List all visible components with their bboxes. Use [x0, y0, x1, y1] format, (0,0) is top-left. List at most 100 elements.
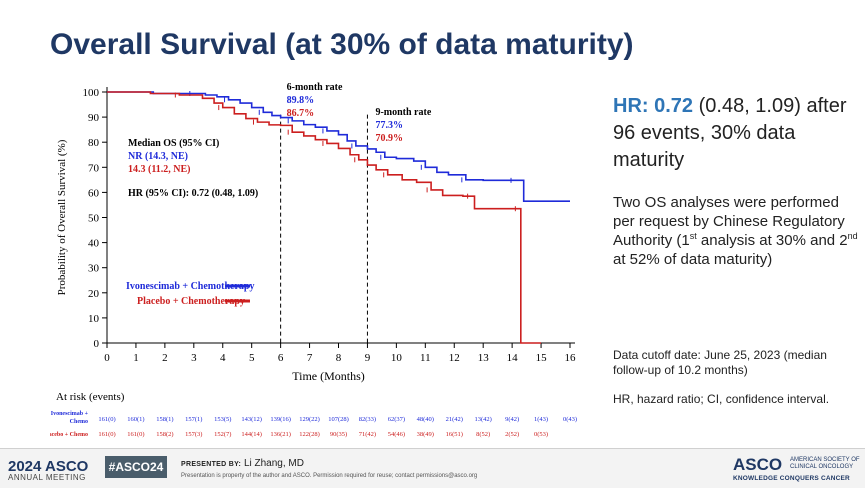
y-axis-title: Probability of Overall Survival (%): [56, 139, 68, 295]
at-risk-value: 9(42): [505, 416, 519, 423]
slide-title: Overall Survival (at 30% of data maturit…: [50, 28, 634, 61]
y-tick-label: 40: [88, 238, 100, 250]
median-ivonescimab: NR (14.3, NE): [128, 151, 188, 162]
at-risk-value: 153(5): [214, 416, 231, 423]
x-tick-label: 14: [507, 352, 519, 364]
at-risk-value: 161(0): [127, 431, 144, 438]
at-risk-value: 21(42): [446, 416, 463, 423]
at-risk-value: 161(0): [98, 416, 115, 423]
x-axis-title: Time (Months): [292, 369, 365, 383]
x-tick-label: 6: [278, 352, 284, 364]
rate-value-ivonescimab: 77.3%: [375, 120, 403, 131]
at-risk-value: 107(28): [328, 416, 349, 423]
at-risk-value: 48(40): [417, 416, 434, 423]
x-tick-label: 4: [220, 352, 226, 364]
at-risk-value: 136(21): [270, 431, 291, 438]
y-tick-label: 70: [88, 162, 100, 174]
at-risk-value: 161(0): [98, 431, 115, 438]
footer-divider: [0, 448, 865, 449]
rate-value-placebo: 70.9%: [375, 133, 403, 144]
x-tick-label: 3: [191, 352, 197, 364]
at-risk-row-label: Placebo + Chemo: [50, 432, 88, 438]
y-tick-label: 80: [88, 137, 100, 149]
at-risk-value: 13(42): [475, 416, 492, 423]
at-risk-value: 82(33): [359, 416, 376, 423]
abbreviation-note: HR, hazard ratio; CI, confidence interva…: [613, 392, 830, 406]
hr-value: 0.72: [654, 95, 694, 117]
at-risk-value: 38(49): [417, 431, 434, 438]
at-risk-value: 158(1): [156, 416, 173, 423]
hr-ci: (0.48, 1.09): [698, 95, 801, 117]
km-plot-panel: 0 10 20 30 40 50 60 70 80 90 100 0 1 2 3 4 5 6 7 8 9 10 11 12 13…: [50, 75, 610, 443]
at-risk-value: 90(35): [330, 431, 347, 438]
rate-value-ivonescimab: 89.8%: [287, 95, 315, 106]
y-tick-label: 100: [83, 87, 100, 99]
asco-logo: ASCO: [733, 455, 783, 474]
at-risk-value: 62(37): [388, 416, 405, 423]
asco-subtitle: AMERICAN SOCIETY OF CLINICAL ONCOLOGY: [790, 457, 860, 470]
median-header: Median OS (95% CI): [128, 138, 219, 149]
at-risk-value: 143(12): [241, 416, 262, 423]
y-tick-label: 90: [88, 112, 100, 124]
x-tick-label: 8: [336, 352, 342, 364]
rate-value-placebo: 86.7%: [287, 108, 315, 119]
legend-label-ivonescimab: Ivonescimab + Chemotherapy: [126, 281, 254, 292]
hr-annotation: HR (95% CI): 0.72 (0.48, 1.09): [128, 188, 258, 199]
median-placebo: 14.3 (11.2, NE): [128, 164, 191, 175]
at-risk-value: 54(46): [388, 431, 405, 438]
at-risk-value: 2(52): [505, 431, 519, 438]
at-risk-value: 139(16): [270, 416, 291, 423]
at-risk-value: 158(2): [156, 431, 173, 438]
rate-label: 6-month rate: [287, 82, 343, 93]
y-tick-label: 60: [88, 187, 100, 199]
at-risk-value: 152(7): [214, 431, 231, 438]
os-analyses-description: Two OS analyses were performed per reque…: [613, 194, 858, 268]
at-risk-value: 157(3): [185, 431, 202, 438]
hashtag-badge: #ASCO24: [105, 456, 167, 478]
x-tick-label: 5: [249, 352, 255, 364]
survival-curve-ivonescimab: [107, 91, 570, 202]
at-risk-value: 1(43): [534, 416, 548, 423]
x-tick-label: 9: [365, 352, 371, 364]
at-risk-value: 129(22): [299, 416, 320, 423]
at-risk-value: 71(42): [359, 431, 376, 438]
meeting-logo: 2024 ASCO: [8, 458, 89, 475]
data-cutoff-note: Data cutoff date: June 25, 2023 (median …: [613, 348, 827, 377]
x-tick-label: 1: [133, 352, 139, 364]
y-tick-label: 10: [88, 313, 100, 325]
at-risk-row-label: Ivonescimab +: [51, 411, 89, 417]
legend-label-placebo: Placebo + Chemotherapy: [137, 296, 245, 307]
at-risk-value: 157(1): [185, 416, 202, 423]
at-risk-value: 0(53): [534, 431, 548, 438]
x-tick-label: 16: [565, 352, 577, 364]
survival-curve-placebo: [107, 91, 542, 344]
x-tick-label: 15: [536, 352, 548, 364]
meeting-subtitle: ANNUAL MEETING: [8, 473, 86, 482]
y-tick-label: 50: [88, 213, 100, 225]
at-risk-value: 122(28): [299, 431, 320, 438]
rate-label: 9-month rate: [375, 107, 431, 118]
disclaimer-text: Presentation is property of the author a…: [181, 473, 478, 479]
hr-rest: after 96 events, 30% data maturity: [613, 95, 847, 171]
x-tick-label: 0: [104, 352, 110, 364]
x-tick-label: 12: [449, 352, 460, 364]
at-risk-value: 0(43): [563, 416, 577, 423]
at-risk-row-label: Chemo: [70, 419, 88, 425]
at-risk-value: 8(52): [476, 431, 490, 438]
hr-label: HR:: [613, 95, 649, 117]
x-tick-label: 13: [478, 352, 490, 364]
hr-summary: HR: 0.72 (0.48, 1.09) after 96 events, 3…: [613, 93, 858, 174]
y-tick-label: 20: [88, 288, 100, 300]
x-tick-label: 11: [420, 352, 431, 364]
x-tick-label: 7: [307, 352, 313, 364]
at-risk-value: 16(51): [446, 431, 463, 438]
at-risk-title: At risk (events): [56, 391, 125, 403]
x-tick-label: 10: [391, 352, 403, 364]
at-risk-value: 160(1): [127, 416, 144, 423]
y-tick-label: 30: [88, 263, 100, 275]
presenter-line: PRESENTED BY: Li Zhang, MD: [181, 458, 304, 469]
y-tick-label: 0: [94, 338, 100, 350]
x-tick-label: 2: [162, 352, 168, 364]
asco-tagline: KNOWLEDGE CONQUERS CANCER: [733, 475, 850, 482]
